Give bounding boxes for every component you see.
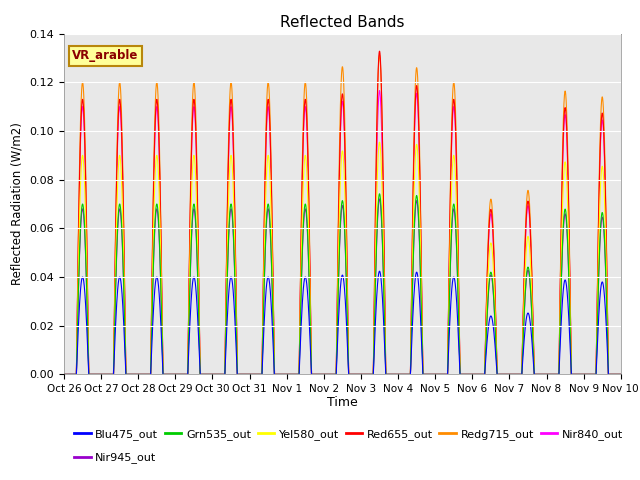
Title: Reflected Bands: Reflected Bands (280, 15, 404, 30)
Text: VR_arable: VR_arable (72, 49, 139, 62)
Legend: Nir945_out: Nir945_out (70, 448, 161, 468)
X-axis label: Time: Time (327, 396, 358, 408)
Y-axis label: Reflected Radiation (W/m2): Reflected Radiation (W/m2) (11, 122, 24, 286)
